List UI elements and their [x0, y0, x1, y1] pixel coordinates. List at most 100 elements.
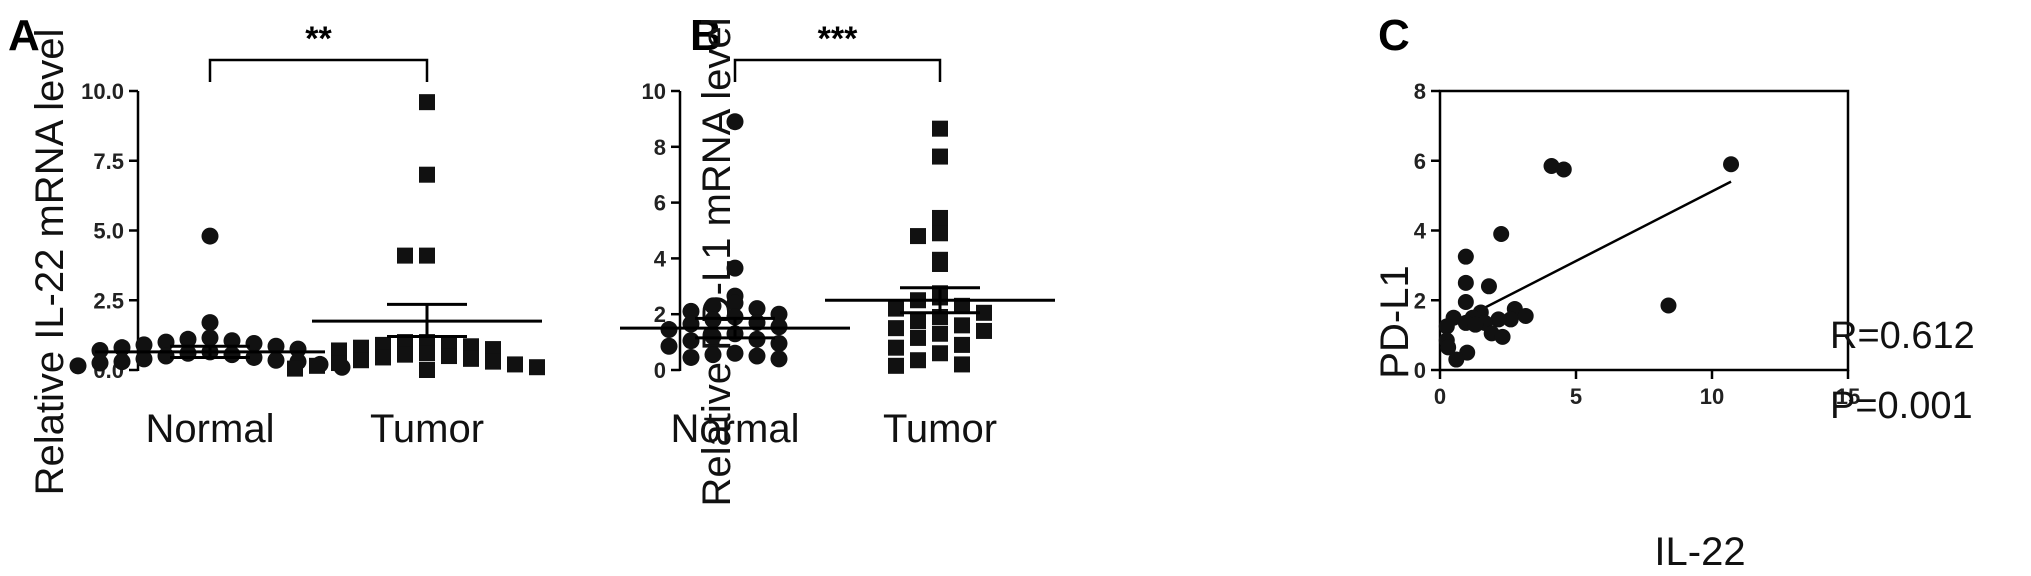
b-point-tumor-17	[976, 322, 992, 339]
c-regression-line	[1447, 180, 1732, 328]
b-point-tumor-21	[888, 339, 904, 356]
a-point-tumor-1	[419, 166, 435, 183]
panel-a-category-labels: Normal Tumor	[146, 407, 485, 451]
b-point-tumor-12	[976, 304, 992, 321]
panel-c-letter: C	[1378, 11, 1410, 60]
b-point-normal-6	[682, 302, 700, 320]
b-category-normal: Normal	[671, 407, 800, 451]
b-point-tumor-15	[954, 317, 970, 334]
panel-c-ylabel: PD-L1	[1373, 265, 1417, 378]
b-point-normal-3	[726, 294, 744, 312]
panel-c-r-value: R=0.612	[1830, 315, 1975, 357]
c-point-1	[1555, 161, 1572, 178]
panel-b-letter: B	[690, 11, 722, 60]
panel-a: A Relative IL-22 mRNA level 0.02.55.07.5…	[8, 11, 545, 495]
panel-a-ylabel: Relative IL-22 mRNA level	[28, 29, 72, 496]
a-bracket-line	[208, 58, 429, 82]
c-point-4	[1457, 248, 1474, 265]
a-ytick-label-1: 2.5	[93, 288, 124, 313]
c-xtick-label-1: 5	[1570, 384, 1582, 409]
c-ytick-label-3: 6	[1414, 149, 1426, 174]
b-point-tumor-22	[932, 345, 948, 362]
a-point-tumor-12	[419, 345, 435, 362]
c-point-19	[1438, 318, 1455, 335]
panel-c-marks	[1438, 156, 1740, 368]
a-point-tumor-23	[287, 360, 303, 377]
b-point-normal-20	[726, 344, 744, 362]
panel-c-ticks: 0 2 4 6 8 0 5 10 15	[1414, 79, 1860, 409]
b-ytick-label-4: 8	[654, 135, 666, 160]
panel-a-letter: A	[8, 11, 40, 60]
a-point-tumor-20	[507, 356, 523, 373]
b-point-tumor-18	[932, 325, 948, 342]
panel-a-marks	[69, 94, 545, 378]
c-ytick-label-0: 0	[1414, 358, 1426, 383]
c-ytick-label-4: 8	[1414, 79, 1426, 104]
b-ytick-label-2: 4	[654, 246, 667, 271]
b-ytick-label-0: 0	[654, 358, 666, 383]
c-point-21	[1494, 328, 1511, 345]
b-point-normal-23	[682, 348, 700, 366]
b-point-tumor-24	[954, 356, 970, 373]
b-point-tumor-16	[888, 320, 904, 337]
panel-c: C PD-L1 IL-22 0 2 4 6 8 0 5 10 15 R=0.612 P=0.00…	[1373, 11, 1975, 574]
panel-a-significance-bracket	[208, 58, 429, 82]
c-point-3	[1493, 225, 1510, 242]
c-point-7	[1457, 293, 1474, 310]
b-bracket-line	[733, 58, 942, 82]
b-point-tumor-25	[888, 357, 904, 374]
panel-a-ticks: 0.02.55.07.510.0	[81, 79, 138, 383]
c-xtick-label-0: 0	[1434, 384, 1446, 409]
b-point-tumor-20	[954, 336, 970, 353]
panel-c-xlabel: IL-22	[1654, 530, 1745, 574]
b-category-tumor: Tumor	[883, 407, 997, 451]
c-point-8	[1660, 297, 1677, 314]
a-point-normal-17	[135, 350, 153, 368]
c-point-11	[1517, 307, 1534, 324]
c-point-2	[1723, 156, 1740, 173]
a-point-tumor-22	[529, 359, 545, 376]
a-point-tumor-11	[331, 342, 347, 359]
b-point-tumor-0	[932, 120, 948, 137]
c-point-18	[1467, 316, 1484, 333]
c-point-15	[1490, 311, 1507, 328]
b-ytick-label-1: 2	[654, 302, 666, 327]
panel-a-significance: **	[305, 20, 332, 58]
c-xtick-label-2: 10	[1700, 384, 1724, 409]
panel-c-regression	[1447, 180, 1732, 328]
panel-b-category-labels: Normal Tumor	[671, 407, 998, 451]
a-ytick-label-2: 5.0	[93, 219, 124, 244]
a-point-normal-1	[201, 314, 219, 332]
c-point-6	[1480, 278, 1497, 295]
a-point-tumor-15	[375, 349, 391, 366]
a-point-tumor-13	[397, 346, 413, 363]
c-point-25	[1448, 351, 1465, 368]
b-ytick-label-5: 10	[642, 79, 666, 104]
a-point-tumor-19	[331, 355, 347, 372]
b-point-normal-4	[704, 297, 722, 315]
b-point-tumor-1	[932, 148, 948, 165]
a-point-tumor-0	[419, 94, 435, 111]
a-point-tumor-16	[463, 350, 479, 367]
panel-b-significance: ***	[818, 20, 858, 58]
c-ytick-label-1: 2	[1414, 288, 1426, 313]
b-point-tumor-4	[910, 228, 926, 245]
a-ytick-label-4: 10.0	[81, 79, 124, 104]
a-point-normal-18	[267, 351, 285, 369]
b-point-normal-19	[660, 337, 678, 355]
b-point-tumor-10	[954, 297, 970, 314]
c-xtick-label-3: 15	[1836, 384, 1860, 409]
a-point-normal-3	[179, 330, 197, 348]
a-point-tumor-7	[375, 336, 391, 353]
panel-a-stats	[95, 302, 542, 359]
c-point-23	[1440, 339, 1457, 356]
b-point-tumor-2	[932, 209, 948, 226]
a-point-normal-2	[201, 329, 219, 347]
c-point-0	[1543, 157, 1560, 174]
a-point-tumor-5	[397, 334, 413, 351]
c-ytick-label-2: 4	[1414, 219, 1427, 244]
b-point-normal-17	[682, 332, 700, 350]
panel-c-p-value: P=0.001	[1830, 385, 1973, 427]
a-point-tumor-14	[441, 348, 457, 365]
b-point-normal-21	[704, 346, 722, 364]
